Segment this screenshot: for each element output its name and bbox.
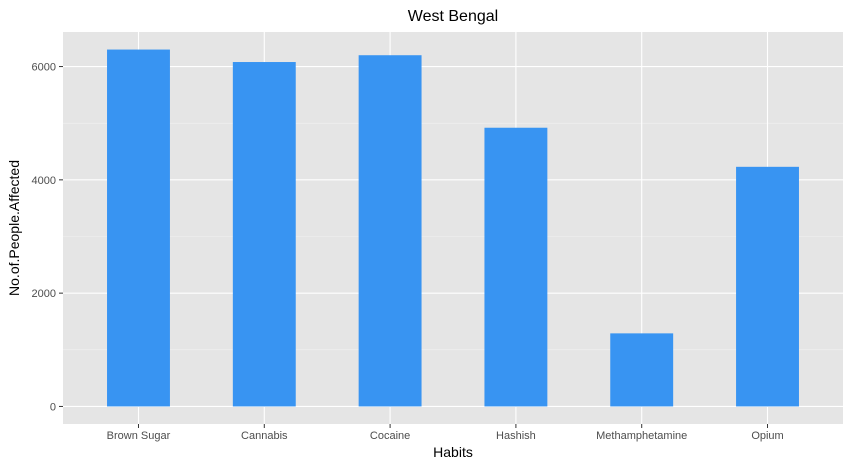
y-axis-title: No.of.People.Affected <box>6 160 22 296</box>
y-tick-label: 2000 <box>32 288 56 300</box>
bars <box>107 49 799 407</box>
x-tick-label: Methamphetamine <box>596 430 687 442</box>
chart-title: West Bengal <box>408 8 498 25</box>
bar-cocaine <box>358 55 422 407</box>
y-tick-label: 0 <box>50 401 56 413</box>
x-tick-label: Brown Sugar <box>107 430 171 442</box>
bar-cannabis <box>232 62 296 407</box>
y-tick-label: 6000 <box>32 62 56 74</box>
bar-brown-sugar <box>107 49 170 407</box>
x-tick-label: Cocaine <box>370 430 410 442</box>
x-axis-title: Habits <box>433 444 473 460</box>
x-axis: Brown Sugar Cannabis Cocaine Hashish Methamp… <box>107 424 784 442</box>
x-tick-label: Cannabis <box>241 430 288 442</box>
y-tick-label: 4000 <box>32 175 56 187</box>
x-tick-label: Opium <box>751 430 783 442</box>
x-tick-label: Hashish <box>496 430 536 442</box>
plot-panel <box>63 32 843 424</box>
minor-gridlines <box>63 122 843 351</box>
bar-opium <box>736 166 799 407</box>
bar-hashish <box>484 127 548 407</box>
bar-methamphetamine <box>610 333 674 407</box>
y-axis: 0 2000 4000 6000 <box>32 62 63 413</box>
